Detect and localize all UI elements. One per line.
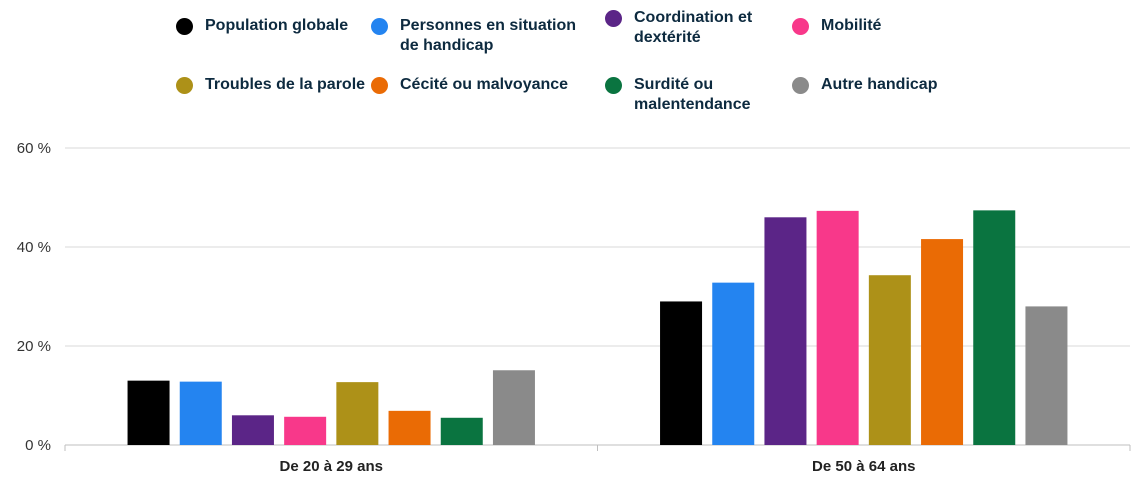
legend-label: Surdité ou malentendance (634, 76, 751, 113)
legend-swatch (371, 77, 388, 94)
bar (868, 275, 911, 445)
legend-swatch (176, 77, 193, 94)
y-tick-label: 40 % (17, 239, 51, 256)
legend-item: Coordination et dextérité (605, 8, 819, 48)
bar (179, 381, 222, 445)
bar (231, 415, 274, 445)
y-tick-label: 20 % (17, 338, 51, 355)
legend: Population globale Personnes en situation… (0, 0, 1140, 130)
legend-item: Troubles de la parole (176, 75, 365, 95)
legend-item: Surdité ou malentendance (605, 75, 819, 115)
legend-label: Autre handicap (821, 76, 938, 93)
bar (1025, 306, 1068, 445)
bar (336, 382, 379, 445)
bar (388, 410, 431, 445)
legend-swatch (176, 18, 193, 35)
bar (712, 282, 755, 445)
legend-swatch (371, 18, 388, 35)
legend-label: Coordination et dextérité (634, 9, 753, 46)
bar (440, 417, 483, 445)
legend-label: Population globale (205, 17, 349, 34)
category-label: De 50 à 64 ans (812, 458, 915, 475)
legend-swatch (792, 77, 809, 94)
legend-label: Personnes en situation de handicap (400, 17, 577, 54)
bar (921, 239, 964, 445)
legend-item: Mobilité (792, 16, 881, 36)
legend-item: Autre handicap (792, 75, 937, 95)
y-tick-label: 60 % (17, 140, 51, 157)
legend-swatch (605, 77, 622, 94)
legend-swatch (792, 18, 809, 35)
legend-label: Troubles de la parole (205, 76, 366, 93)
bar (660, 301, 703, 445)
bar (973, 210, 1016, 445)
bar (816, 210, 859, 445)
legend-label: Mobilité (821, 17, 882, 34)
bar (284, 416, 327, 445)
bar (492, 370, 535, 445)
bar (127, 380, 170, 445)
legend-label: Cécité ou malvoyance (400, 76, 569, 93)
legend-item: Personnes en situation de handicap (371, 16, 580, 56)
category-label: De 20 à 29 ans (280, 458, 383, 475)
legend-item: Population globale (176, 16, 348, 36)
bar (764, 217, 807, 445)
legend-item: Cécité ou malvoyance (371, 75, 568, 95)
y-tick-label: 0 % (25, 437, 51, 454)
legend-swatch (605, 10, 622, 27)
